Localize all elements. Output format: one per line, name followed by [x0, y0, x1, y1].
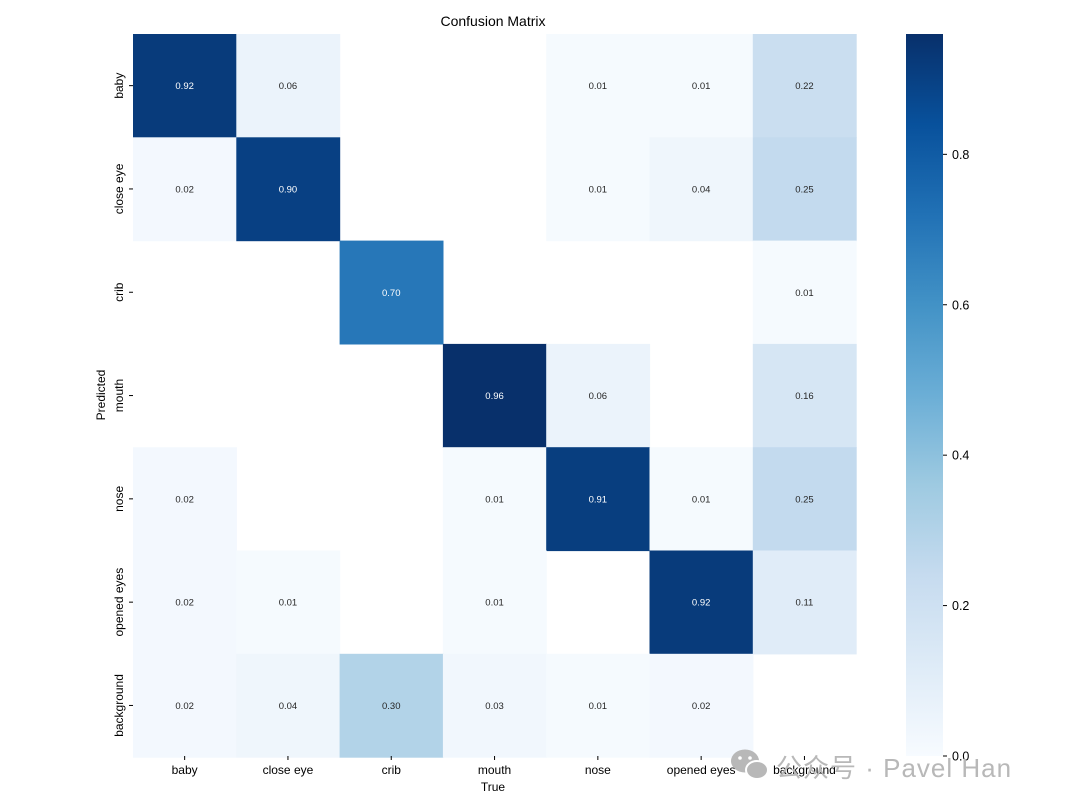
heatmap-cell: [339, 653, 444, 758]
cell-value-label: 0.01: [279, 598, 298, 609]
heatmap-cell: [442, 343, 547, 448]
cell-value-label: 0.16: [795, 391, 814, 402]
heatmap-cell: [752, 34, 857, 138]
colorbar-tick-label: 0.8: [952, 148, 969, 162]
heatmap-cell: [546, 343, 651, 448]
y-tick-label: opened eyes: [112, 568, 126, 637]
cell-value-label: 0.02: [175, 701, 194, 712]
heatmap-cell: [649, 653, 754, 758]
colorbar-tick-label: 0.6: [952, 298, 969, 312]
heatmap-cell: [752, 240, 857, 345]
cell-value-label: 0.11: [796, 598, 814, 609]
heatmap-cell: [546, 137, 651, 242]
heatmap-cell: [442, 653, 547, 758]
cell-value-label: 0.04: [692, 184, 711, 195]
cell-value-label: 0.01: [589, 81, 608, 92]
heatmap-cell: [546, 653, 651, 758]
colorbar-ticks: 0.0 0.2 0.4 0.6 0.8: [943, 148, 969, 764]
heatmap-cell: [752, 343, 857, 448]
heatmap-cell: [236, 34, 341, 138]
cell-value-label: 0.30: [382, 701, 401, 712]
heatmap-cell: [133, 34, 237, 138]
heatmap-cell: [133, 653, 237, 758]
colorbar: [906, 34, 943, 756]
cell-value-label: 0.04: [279, 701, 298, 712]
heatmap-cell: [546, 447, 651, 552]
y-tick-label: mouth: [112, 379, 126, 412]
wechat-icon: [731, 749, 769, 780]
heatmap-cell: [442, 447, 547, 552]
x-tick-label: crib: [382, 763, 402, 777]
heatmap-cell: [133, 137, 237, 242]
y-tick-label: baby: [112, 73, 126, 99]
cell-value-label: 0.90: [279, 184, 298, 195]
cell-value-label: 0.96: [485, 391, 504, 402]
heatmap-cell: [649, 550, 754, 655]
cell-value-label: 0.02: [692, 701, 711, 712]
cell-value-label: 0.91: [589, 494, 608, 505]
cell-value-label: 0.06: [279, 81, 298, 92]
cell-value-label: 0.01: [692, 494, 711, 505]
heatmap-cell: [752, 447, 857, 552]
cell-value-label: 0.02: [175, 494, 194, 505]
cell-value-label: 0.03: [485, 701, 504, 712]
x-tick-label: close eye: [263, 763, 314, 777]
cell-value-label: 0.01: [589, 701, 608, 712]
heatmap-cell: [236, 550, 341, 655]
heatmap-cell: [339, 240, 444, 345]
chart-title: Confusion Matrix: [440, 13, 545, 29]
watermark-text: 公众号 · Pavel Han: [776, 753, 1012, 783]
cell-value-label: 0.92: [175, 81, 194, 92]
watermark: 公众号 · Pavel Han: [731, 749, 1012, 783]
heatmap-cell: [133, 550, 237, 655]
heatmap-cell: [236, 137, 341, 242]
y-tick-label: crib: [112, 282, 126, 302]
x-tick-label: background: [773, 763, 836, 777]
heatmap-cell: [649, 447, 754, 552]
cell-value-label: 0.22: [795, 81, 814, 92]
cell-value-label: 0.01: [589, 184, 608, 195]
cell-value-label: 0.01: [692, 81, 711, 92]
cell-value-label: 0.06: [589, 391, 608, 402]
cell-value-label: 0.01: [485, 494, 504, 505]
colorbar-tick-label: 0.0: [952, 750, 969, 764]
cell-value-label: 0.25: [795, 494, 814, 505]
heatmap-cell: [752, 137, 857, 242]
cell-value-label: 0.70: [382, 288, 401, 299]
x-tick-label: nose: [585, 763, 611, 777]
x-tick-label: baby: [172, 763, 198, 777]
y-tick-label: nose: [112, 486, 126, 512]
cell-value-label: 0.01: [485, 598, 504, 609]
heatmap-cell: [133, 447, 237, 552]
y-tick-label: close eye: [112, 163, 126, 214]
colorbar-tick-label: 0.2: [952, 599, 969, 613]
heatmap-cells: 0.92 0.06 0.01 0.01 0.22 0.02 0.90 0.01 0.04 0.25…: [133, 34, 857, 758]
cell-value-label: 0.01: [795, 288, 814, 299]
cell-value-label: 0.25: [795, 184, 814, 195]
y-tick-label: background: [112, 674, 126, 737]
heatmap-cell: [649, 137, 754, 242]
colorbar-tick-label: 0.4: [952, 449, 969, 463]
y-axis-ticks: baby close eye crib mouth nose opened eyes bac…: [112, 73, 133, 737]
heatmap-cell: [546, 34, 651, 138]
x-tick-label: opened eyes: [667, 763, 736, 777]
heatmap-cell: [442, 550, 547, 655]
x-tick-label: mouth: [478, 763, 511, 777]
cell-value-label: 0.02: [175, 598, 194, 609]
cell-value-label: 0.02: [175, 184, 194, 195]
cell-value-label: 0.92: [692, 598, 711, 609]
x-axis-label: True: [481, 780, 506, 794]
heatmap-cell: [236, 653, 341, 758]
y-axis-label: Predicted: [94, 370, 108, 421]
x-axis-ticks: baby close eye crib mouth nose opened eyes bac…: [172, 756, 836, 777]
heatmap-cell: [649, 34, 754, 138]
heatmap-cell: [752, 550, 857, 655]
